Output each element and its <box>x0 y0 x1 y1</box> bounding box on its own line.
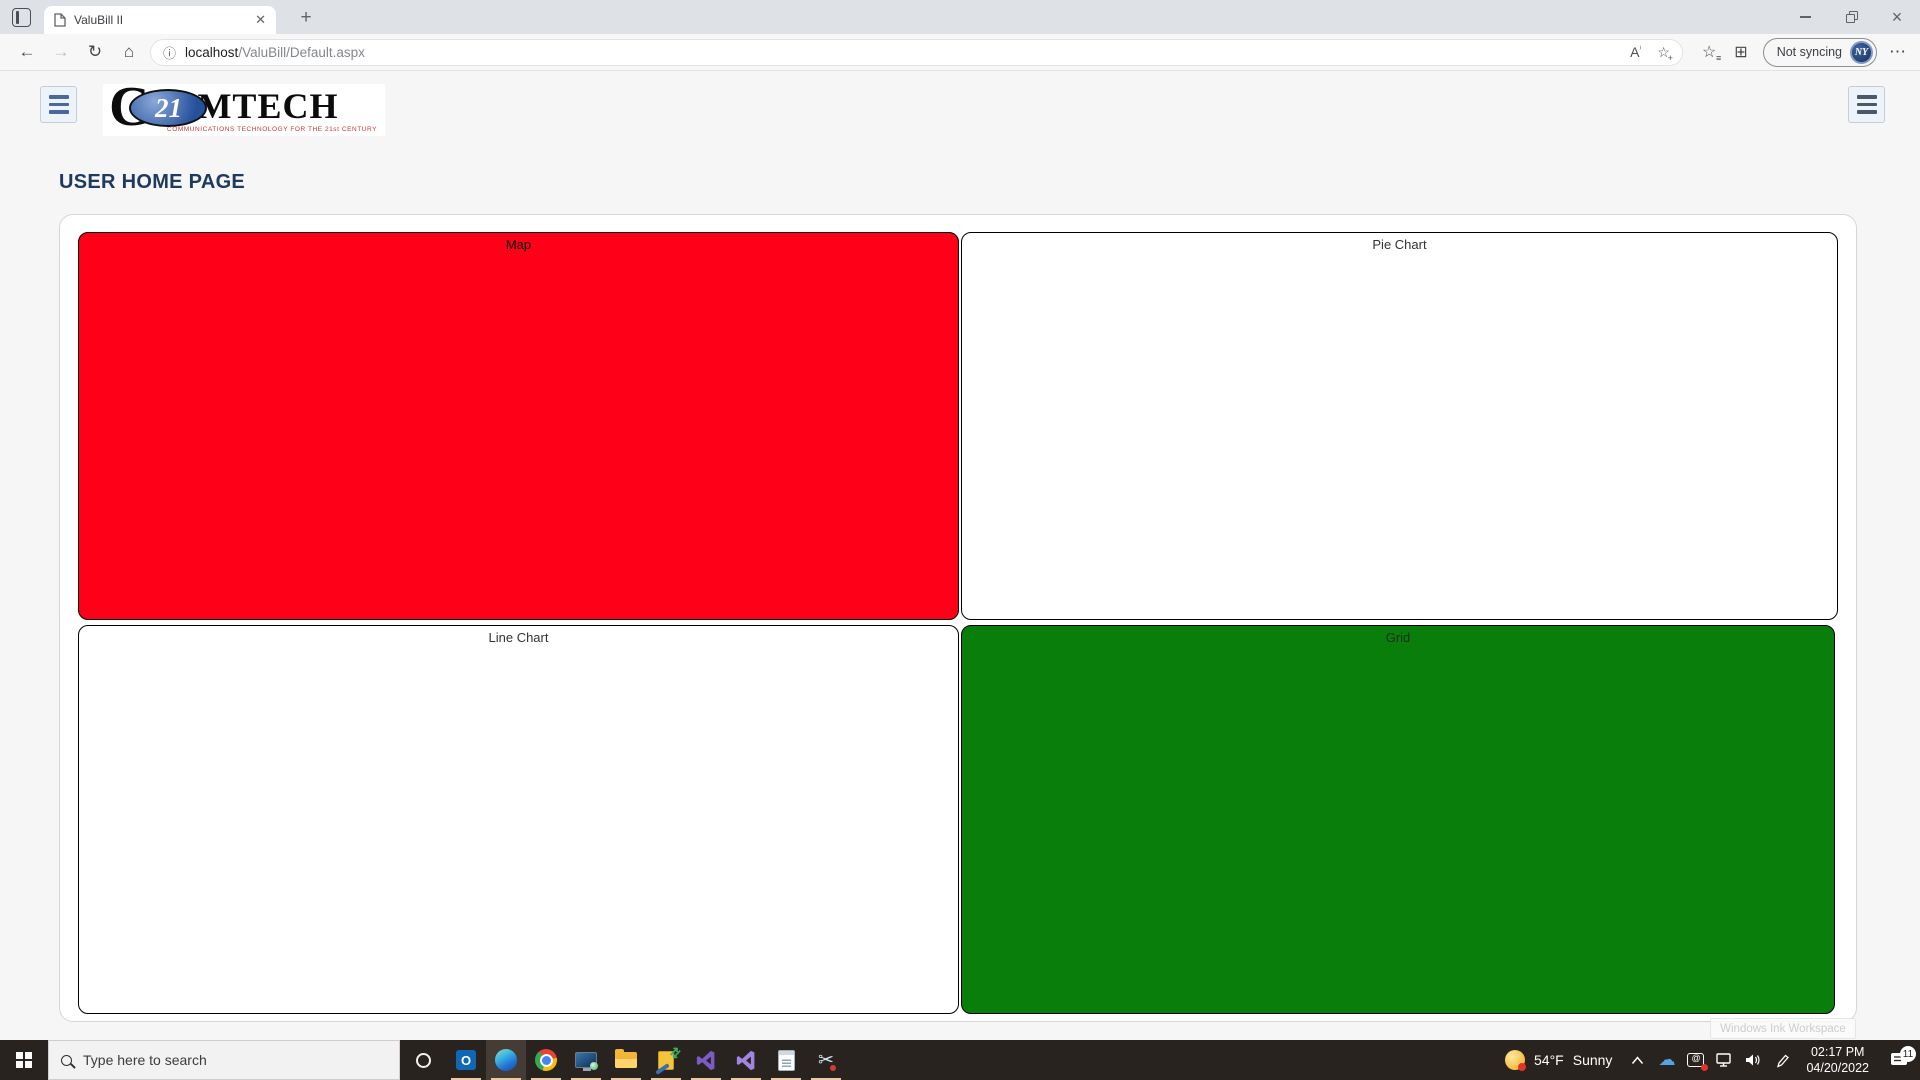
tab-actions-menu-icon[interactable] <box>12 8 31 27</box>
taskbar-snipping-tool[interactable]: ✂ <box>806 1040 846 1080</box>
sync-status-label: Not syncing <box>1776 45 1842 59</box>
comtech21-logo: C 21 MTECH COMMUNICATIONS TECHNOLOGY FOR… <box>103 79 385 136</box>
windows-ink-tooltip: Windows Ink Workspace <box>1710 1018 1856 1039</box>
action-center-button[interactable]: 11 <box>1878 1046 1920 1068</box>
taskbar-notepad[interactable] <box>766 1040 806 1080</box>
clock-date: 04/20/2022 <box>1806 1061 1869 1075</box>
search-input[interactable] <box>83 1052 387 1068</box>
settings-menu-icon[interactable]: ⋯ <box>1889 42 1906 61</box>
url-path: /ValuBill/Default.aspx <box>238 44 365 60</box>
snipping-tool-icon: ✂ <box>818 1049 836 1071</box>
chrome-icon <box>535 1049 557 1071</box>
taskbar-sql-config[interactable] <box>646 1040 686 1080</box>
notification-count-badge: 11 <box>1900 1046 1916 1062</box>
taskbar-visual-studio-2[interactable] <box>726 1040 766 1080</box>
file-explorer-icon <box>615 1049 637 1068</box>
network-icon[interactable] <box>1710 1040 1739 1080</box>
add-favorite-icon[interactable]: ☆ <box>1657 44 1674 63</box>
close-button[interactable]: × <box>1891 7 1903 27</box>
page-favicon-icon <box>54 13 66 27</box>
site-info-icon[interactable]: ⓘ <box>163 45 177 61</box>
web-page: C 21 MTECH COMMUNICATIONS TECHNOLOGY FOR… <box>0 72 1920 1040</box>
browser-tab-strip: ValuBill II ✕ + × <box>0 0 1920 34</box>
visual-studio-icon <box>696 1050 717 1071</box>
window-controls: × <box>1782 0 1920 34</box>
pie-chart-panel-label: Pie Chart <box>1372 237 1427 252</box>
map-panel-label: Map <box>505 237 532 252</box>
taskbar-outlook[interactable]: O <box>446 1040 486 1080</box>
show-hidden-icons-chevron[interactable] <box>1623 1040 1652 1080</box>
map-panel[interactable]: Map <box>78 232 959 620</box>
remote-desktop-icon <box>575 1052 598 1071</box>
back-button[interactable]: ← <box>18 42 36 61</box>
forward-button[interactable]: → <box>52 42 70 61</box>
logo-mtech-text: MTECH <box>197 86 339 126</box>
taskbar-clock[interactable]: 02:17 PM 04/20/2022 <box>1797 1044 1878 1076</box>
collections-icon[interactable]: ⊞ <box>1734 44 1748 61</box>
restore-button[interactable] <box>1828 0 1874 34</box>
edge-icon <box>495 1049 517 1071</box>
grid-panel[interactable]: Grid <box>961 625 1835 1014</box>
meet-now-icon[interactable] <box>1681 1040 1710 1080</box>
taskbar-remote-desktop[interactable] <box>566 1040 606 1080</box>
volume-icon[interactable] <box>1739 1040 1768 1080</box>
dashboard-card: Map Pie Chart Line Chart Grid <box>59 214 1857 1022</box>
system-tray: 54°F Sunny ☁ <box>1494 1040 1920 1080</box>
hamburger-icon <box>1856 95 1877 99</box>
browser-tab-valubill[interactable]: ValuBill II ✕ <box>44 6 276 34</box>
profile-avatar[interactable]: NY <box>1850 40 1873 64</box>
clock-time: 02:17 PM <box>1810 1045 1865 1059</box>
grid-panel-label: Grid <box>1385 630 1411 645</box>
logo-tagline: COMMUNICATIONS TECHNOLOGY FOR THE 21st C… <box>167 126 377 133</box>
address-bar[interactable]: ⓘ localhost/ValuBill/Default.aspx A⁾ ☆ <box>150 38 1683 66</box>
taskbar-edge[interactable] <box>486 1040 526 1080</box>
weather-condition: Sunny <box>1572 1052 1613 1068</box>
page-title: USER HOME PAGE <box>59 171 246 193</box>
sunny-weather-icon <box>1505 1050 1526 1071</box>
onedrive-icon[interactable]: ☁ <box>1658 1050 1676 1069</box>
windows-ink-pen-icon[interactable] <box>1768 1040 1797 1080</box>
logo-21-badge: 21 <box>129 89 208 127</box>
refresh-button[interactable]: ↻ <box>87 42 103 61</box>
line-chart-panel[interactable]: Line Chart <box>78 625 959 1014</box>
new-tab-button[interactable]: + <box>300 7 312 28</box>
right-hamburger-menu-button[interactable] <box>1848 86 1885 123</box>
left-hamburger-menu-button[interactable] <box>40 86 77 123</box>
read-aloud-icon[interactable]: A⁾ <box>1630 44 1642 60</box>
visual-studio-2022-icon <box>736 1050 757 1071</box>
search-icon <box>61 1054 72 1066</box>
tab-title: ValuBill II <box>74 13 124 27</box>
taskbar-visual-studio-1[interactable] <box>686 1040 726 1080</box>
line-chart-panel-label: Line Chart <box>488 630 549 645</box>
windows-logo-icon <box>16 1052 32 1068</box>
taskbar-chrome[interactable] <box>526 1040 566 1080</box>
taskbar-file-explorer[interactable] <box>606 1040 646 1080</box>
cortana-button[interactable] <box>400 1040 446 1080</box>
weather-temp: 54°F <box>1534 1052 1564 1068</box>
sql-server-config-icon <box>658 1050 674 1070</box>
cortana-icon <box>415 1052 431 1068</box>
weather-widget[interactable]: 54°F Sunny <box>1494 1050 1623 1071</box>
tab-close-icon[interactable]: ✕ <box>255 12 266 27</box>
taskbar-search[interactable] <box>48 1040 400 1080</box>
browser-toolbar: ← → ↻ ⌂ ⓘ localhost/ValuBill/Default.asp… <box>0 34 1920 71</box>
notepad-icon <box>777 1049 795 1071</box>
pie-chart-panel[interactable]: Pie Chart <box>961 232 1838 620</box>
sync-status-button[interactable]: Not syncing NY <box>1762 37 1877 67</box>
start-button[interactable] <box>0 1040 48 1080</box>
outlook-icon: O <box>456 1050 479 1070</box>
url-host: localhost <box>185 44 239 60</box>
minimize-button[interactable] <box>1782 0 1828 34</box>
windows-taskbar: O ✂ 54°F Sunny <box>0 1040 1920 1080</box>
favorites-icon[interactable]: ☆ <box>1702 42 1722 63</box>
home-button[interactable]: ⌂ <box>123 42 135 61</box>
hamburger-icon <box>48 95 69 99</box>
